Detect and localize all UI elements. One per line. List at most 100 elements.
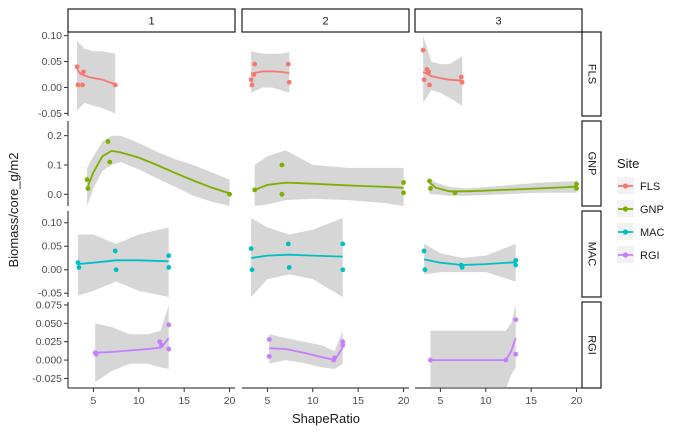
fit-line: [250, 70, 290, 75]
data-point: [401, 180, 406, 185]
x-tick-label-1: 20: [224, 395, 236, 407]
data-point: [81, 69, 86, 75]
y-tick-label-FLS: 0.10: [42, 30, 63, 42]
fit-line: [430, 337, 517, 362]
x-tick-label-1: 5: [90, 395, 96, 407]
data-point: [166, 253, 172, 259]
data-point: [113, 267, 119, 273]
data-point: [266, 353, 272, 359]
panel-1-FLS: [74, 40, 118, 114]
confidence-band: [254, 150, 404, 206]
y-tick-label-GNP: 0.1: [47, 159, 62, 171]
data-point: [107, 159, 113, 165]
y-tick-label-MAC: 0.00: [42, 264, 63, 276]
data-point: [428, 186, 433, 191]
data-point: [112, 248, 118, 254]
y-tick-label-RGI: 0.000: [36, 355, 62, 367]
x-tick-label-1: 10: [133, 395, 145, 407]
data-point: [286, 264, 292, 270]
legend-title: Site: [617, 156, 639, 171]
fit-line: [95, 337, 170, 354]
data-point: [427, 178, 432, 184]
data-point: [513, 262, 519, 268]
panel-2-GNP: [252, 150, 406, 206]
y-tick-label-RGI: -0.025: [32, 373, 62, 385]
y-tick-label-FLS: 0.05: [42, 56, 63, 68]
data-point: [340, 267, 346, 273]
data-point: [458, 74, 464, 80]
data-point: [75, 82, 81, 88]
confidence-band: [423, 35, 463, 106]
data-point: [279, 162, 285, 168]
confidence-band: [424, 243, 516, 282]
data-point: [249, 267, 255, 273]
data-point: [286, 79, 292, 85]
data-point: [513, 351, 519, 357]
y-tick-label-RGI: 0.050: [36, 318, 62, 330]
facet-label-col-2: 2: [322, 16, 328, 28]
data-point: [459, 79, 465, 85]
x-tick-label-3: 5: [437, 395, 443, 407]
facet-strip-row-RGI: [581, 301, 602, 389]
data-point: [252, 61, 258, 67]
fit-line: [77, 259, 169, 265]
fit-line: [86, 149, 230, 195]
data-point: [252, 187, 258, 193]
y-tick-label-GNP: 0.2: [47, 130, 62, 142]
data-point: [76, 264, 82, 270]
data-point: [513, 257, 519, 263]
fit-line: [76, 68, 116, 86]
x-tick-label-2: 20: [398, 395, 410, 407]
data-point: [112, 82, 118, 88]
panel-3-RGI: [428, 304, 519, 388]
y-tick-label-GNP: 0.0: [47, 189, 62, 201]
data-point: [251, 72, 257, 77]
facet-label-col-1: 1: [148, 16, 154, 28]
x-tick-label-1: 15: [178, 395, 190, 407]
data-point: [340, 342, 346, 348]
data-point: [421, 248, 427, 254]
data-point: [285, 241, 291, 247]
facet-label-row-RGI: RGI: [586, 335, 598, 355]
data-point: [84, 177, 90, 183]
y-axis-title: Biomass/core_g/m2: [6, 153, 21, 268]
data-point: [105, 139, 111, 144]
facet-strip-col-2: [241, 8, 410, 33]
y-tick-label-RGI: 0.025: [36, 336, 62, 348]
data-point: [428, 357, 433, 363]
data-point: [574, 181, 579, 187]
panel-3-MAC: [421, 243, 519, 282]
y-tick-label-MAC: 0.10: [42, 217, 63, 229]
facet-strip-col-3: [414, 8, 583, 33]
legend-key-point: [622, 229, 629, 235]
y-tick-label-RGI: 0.075: [36, 299, 62, 311]
fit-line: [422, 71, 463, 82]
data-point: [85, 186, 91, 191]
panel-2-FLS: [248, 51, 292, 93]
data-point: [340, 339, 346, 345]
x-tick-label-3: 10: [480, 395, 492, 407]
data-point: [74, 64, 80, 70]
data-point: [401, 190, 406, 196]
legend-label-GNP: GNP: [640, 204, 664, 216]
data-point: [80, 82, 85, 88]
data-point: [332, 355, 337, 361]
data-point: [421, 77, 427, 83]
data-point: [248, 246, 254, 251]
facet-strip-row-MAC: [581, 210, 602, 298]
panel-1-MAC: [75, 227, 172, 297]
data-point: [422, 267, 428, 273]
data-point: [93, 351, 99, 357]
data-point: [513, 317, 519, 323]
data-point: [459, 264, 465, 270]
panel-2-RGI: [266, 330, 346, 369]
data-point: [574, 186, 579, 191]
y-tick-label-FLS: -0.05: [38, 108, 62, 120]
fit-line: [250, 253, 343, 259]
data-point: [452, 190, 458, 196]
data-point: [503, 357, 509, 363]
x-axis-title: ShapeRatio: [292, 411, 360, 426]
data-point: [159, 342, 164, 348]
facet-strip-col-1: [67, 8, 236, 33]
confidence-band: [251, 218, 343, 297]
